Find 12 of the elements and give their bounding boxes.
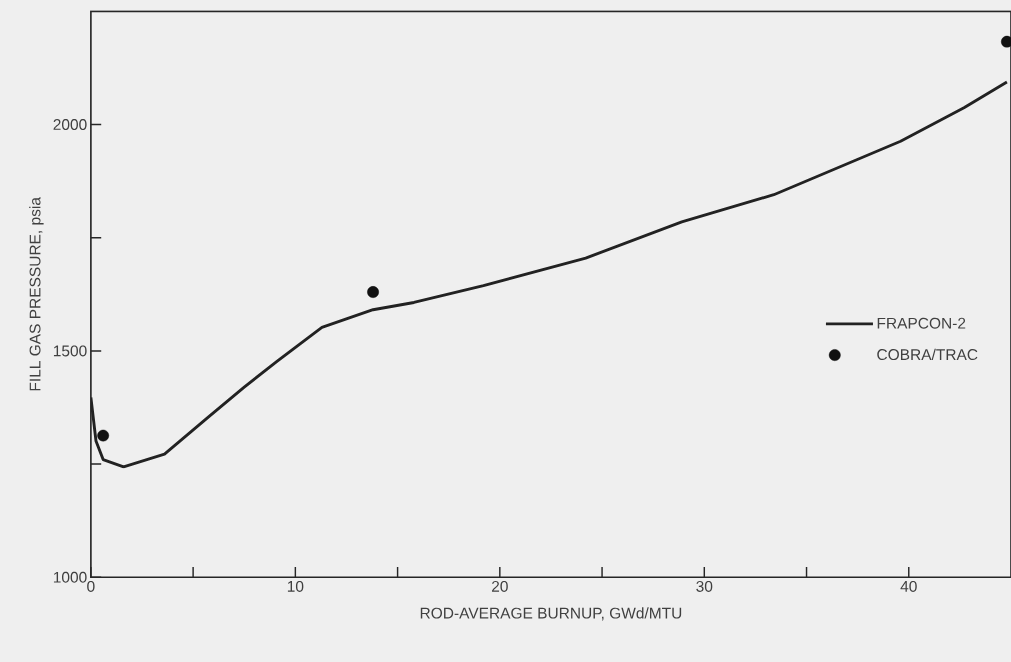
y-tick-label: 1500: [53, 345, 87, 357]
y-tick-label: 2000: [53, 119, 87, 131]
x-tick-label: 40: [900, 580, 917, 592]
x-tick-label: 0: [87, 580, 95, 592]
y-axis-title: FILL GAS PRESSURE, psia: [29, 197, 44, 391]
legend-label: FRAPCON-2: [877, 317, 966, 329]
x-axis-title: ROD-AVERAGE BURNUP, GWd/MTU: [420, 607, 682, 621]
legend-label: COBRA/TRAC: [877, 348, 978, 361]
x-tick-label: 30: [696, 580, 713, 592]
x-tick-label: 20: [491, 580, 508, 592]
x-tick-label: 10: [287, 580, 304, 592]
y-tick-label: 1000: [53, 571, 87, 583]
